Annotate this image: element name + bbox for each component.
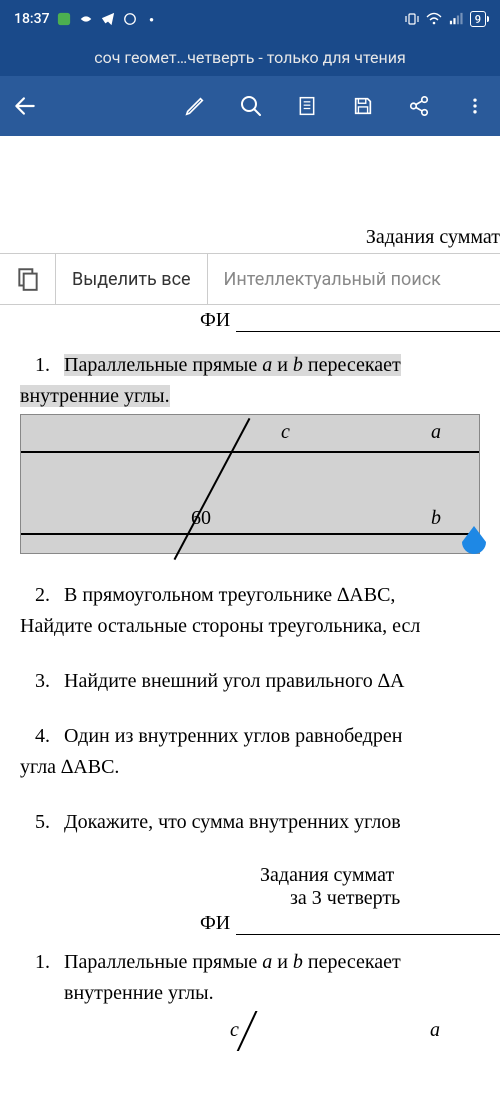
q4-text: Один из внутренних углов равнобедрен: [64, 725, 402, 747]
select-all-button[interactable]: Выделить все: [56, 254, 208, 304]
q1-part-b: пересекает: [303, 354, 401, 376]
q4-number: 4.: [20, 723, 64, 750]
q3-text: Найдите внешний угол правильного ∆А: [64, 670, 404, 692]
fig1-angle: 60: [191, 507, 211, 530]
share-button[interactable]: [406, 93, 432, 119]
selection-handle[interactable]: [460, 526, 488, 560]
bq1-number: 1.: [20, 949, 64, 976]
statusbar-right: 9: [404, 11, 486, 27]
question-4: 4.Один из внутренних углов равнобедрен: [0, 723, 500, 750]
copy-icon[interactable]: [0, 254, 56, 304]
bq1-a: a: [262, 951, 272, 973]
q2-text: В прямоугольном треугольнике ∆АВС,: [64, 584, 395, 606]
battery-level: 9: [475, 13, 481, 26]
edit-button[interactable]: [182, 93, 208, 119]
q1-and: и: [272, 354, 293, 376]
android-statusbar: 18:37 ● 9: [0, 0, 500, 38]
app-icon-2: [78, 11, 94, 27]
bottom-heading-2: за 3 четверть: [0, 887, 500, 910]
bq1-line2-text: внутренние углы.: [64, 982, 214, 1004]
fi-label-2: ФИ: [200, 912, 230, 935]
document-title: соч геомет…четверть - только для чтения: [94, 48, 406, 67]
bottom-question-1-line2: внутренние углы.: [0, 980, 500, 1007]
reading-mode-button[interactable]: [294, 93, 320, 119]
save-button[interactable]: [350, 93, 376, 119]
q1-line2-text: внутренние углы.: [20, 385, 170, 407]
geometry-figure-1: c a b 60: [20, 414, 480, 554]
fig2-label-a: a: [430, 1019, 440, 1042]
smart-search-button[interactable]: Интеллектуальный поиск: [208, 254, 500, 304]
fi-label: ФИ: [200, 309, 230, 332]
bq1-and: и: [272, 951, 293, 973]
question-1: 1.Параллельные прямые a и b пересекает: [0, 352, 500, 379]
wifi-icon: [426, 11, 442, 27]
bottom-heading-1: Задания суммат: [0, 864, 500, 887]
bottom-question-1: 1.Параллельные прямые a и b пересекает: [0, 949, 500, 976]
status-time: 18:37: [14, 11, 50, 27]
question-4-line2: угла ∆АВС.: [0, 754, 500, 781]
fi-underline: [236, 314, 500, 332]
select-all-label: Выделить все: [72, 269, 191, 290]
battery-indicator: 9: [470, 11, 486, 27]
heading-cut: Задания суммат: [0, 226, 500, 249]
fig1-label-a: a: [431, 421, 441, 444]
fi-underline-2: [236, 917, 500, 935]
q4-text-2: угла ∆АВС.: [20, 756, 119, 778]
smart-search-label: Интеллектуальный поиск: [224, 269, 441, 290]
q5-number: 5.: [20, 809, 64, 836]
app-icon-1: [56, 11, 72, 27]
q1-part-a: Параллельные прямые: [64, 354, 262, 376]
word-toolbar: [0, 76, 500, 136]
fig1-label-c: c: [281, 421, 290, 444]
geometry-figure-2: c a: [140, 1011, 500, 1051]
fig2-label-c: c: [230, 1019, 239, 1042]
fi-line-2: ФИ: [0, 912, 500, 935]
dot-icon: ●: [144, 11, 160, 27]
q1-number: 1.: [20, 352, 64, 379]
question-1-line2: внутренние углы.: [0, 383, 500, 410]
question-3: 3.Найдите внешний угол правильного ∆А: [0, 668, 500, 695]
bq1-part-b: пересекает: [303, 951, 401, 973]
bq1-part-a: Параллельные прямые: [64, 951, 262, 973]
more-button[interactable]: [462, 93, 488, 119]
statusbar-left: 18:37 ●: [14, 11, 160, 27]
q1-a: a: [262, 354, 272, 376]
back-button[interactable]: [12, 93, 38, 119]
app-titlebar: соч геомет…четверть - только для чтения: [0, 38, 500, 76]
fi-line: ФИ: [0, 309, 500, 332]
signal-icon: [448, 11, 464, 27]
q1-b: b: [293, 354, 303, 376]
q2-text-2: Найдите остальные стороны треугольника, …: [20, 615, 420, 637]
telegram-icon: [100, 11, 116, 27]
question-2-line2: Найдите остальные стороны треугольника, …: [0, 613, 500, 640]
q2-number: 2.: [20, 582, 64, 609]
q3-number: 3.: [20, 668, 64, 695]
app-icon-3: [122, 11, 138, 27]
vibrate-icon: [404, 11, 420, 27]
search-button[interactable]: [238, 93, 264, 119]
question-5: 5.Докажите, что сумма внутренних углов: [0, 809, 500, 836]
question-2: 2.В прямоугольном треугольнике ∆АВС,: [0, 582, 500, 609]
document-viewport[interactable]: Задания суммат Выделить все Интеллектуал…: [0, 136, 500, 1111]
fig1-label-b: b: [431, 507, 441, 530]
q5-text: Докажите, что сумма внутренних углов: [64, 811, 401, 833]
bq1-b: b: [293, 951, 303, 973]
selection-context-bar: Выделить все Интеллектуальный поиск: [0, 253, 500, 305]
